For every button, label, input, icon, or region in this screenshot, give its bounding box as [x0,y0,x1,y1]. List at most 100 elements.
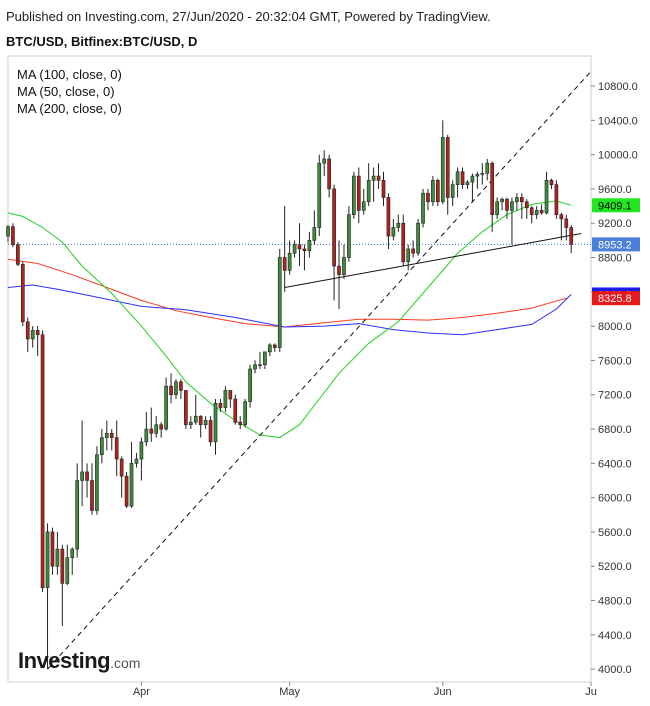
candle [95,446,99,515]
candle-body [85,471,89,481]
candle-body [436,180,440,203]
candle-body [100,437,104,456]
indicator-ma200-label: MA (200, close, 0) [17,101,122,116]
candle-body [263,351,267,366]
candle [104,420,109,451]
candle-body [406,248,411,263]
candle [317,154,322,237]
candle-body [361,201,366,211]
candle-body [391,227,396,237]
price-badge-bg [592,291,640,306]
candle-body [332,188,336,267]
candle [366,163,371,207]
x-axis: Apr May Jun Ju [133,682,597,698]
candle [431,176,435,207]
candle [124,471,129,508]
candle-body [80,471,84,481]
candle-body [277,257,282,348]
candle-body [569,227,574,245]
candle-body [60,548,65,584]
candle [361,188,366,215]
candle [534,206,539,219]
candle [406,244,411,271]
candle-body [539,210,544,214]
candle [277,248,282,352]
candle-body [188,421,193,426]
candle [198,415,203,438]
y-tick-label: 5600.0 [598,527,632,539]
candle-body [272,344,277,348]
candle [258,351,262,369]
candle [312,210,317,245]
candle [287,240,292,275]
y-tick-label: 8000.0 [598,321,632,333]
candle [440,120,445,205]
price-badge-label: 8325.8 [598,293,632,305]
candle-body [6,226,10,237]
candle-body [70,548,75,558]
candle [144,411,149,447]
candle [70,547,75,575]
candle-body [524,201,529,209]
candle-body [233,398,238,423]
candle-body [16,244,20,265]
x-tick-label: Ju [585,686,597,698]
candle [500,197,504,211]
candle [544,171,549,215]
logo-main: Investing [18,648,111,673]
candle [228,390,233,408]
y-tick-label: 10400.0 [598,115,638,127]
candle-body [460,171,465,185]
chart-symbol-title: BTC/USD, Bitfinex:BTC/USD, D [6,34,198,49]
candle-body [11,226,15,245]
candle-body [30,330,35,340]
candle [80,420,84,507]
candle [223,386,228,412]
candle [396,214,401,232]
indicator-ma100-label: MA (100, close, 0) [17,67,122,82]
candle-body [485,162,490,174]
candle-body [174,381,178,396]
candle [272,343,277,352]
candle-body [203,420,208,426]
candle [515,193,519,211]
candle-body [431,180,435,203]
candle [426,188,430,211]
candle [549,178,554,189]
candle [297,223,302,267]
candle [218,399,223,412]
candle-body [519,197,524,203]
candle [381,171,386,207]
candle-body [114,437,119,460]
price-badge: 9409.1 [592,198,640,213]
candle-body [104,433,109,438]
candle [154,416,159,438]
candle-body [505,198,509,211]
candle-body [500,198,504,203]
candle [55,531,60,575]
candle [436,178,440,207]
candle-body [426,192,430,203]
candle [85,463,89,498]
candle-body [411,248,415,254]
candle-body [292,244,297,254]
y-tick-label: 4400.0 [598,630,632,642]
candle [292,240,297,258]
candle [119,456,124,498]
candle [539,204,544,215]
candle-body [534,210,539,215]
candle [30,326,35,348]
candle [100,429,104,464]
candle [559,212,564,241]
candle-body [164,385,168,430]
candle-body [352,175,356,215]
candle-body [95,454,99,511]
candle-body [35,330,40,335]
candle-body [450,184,455,198]
candle-body [50,531,55,567]
candle-body [322,158,327,164]
candle-body [25,321,30,340]
candle [65,544,70,586]
moving-averages [7,200,572,439]
